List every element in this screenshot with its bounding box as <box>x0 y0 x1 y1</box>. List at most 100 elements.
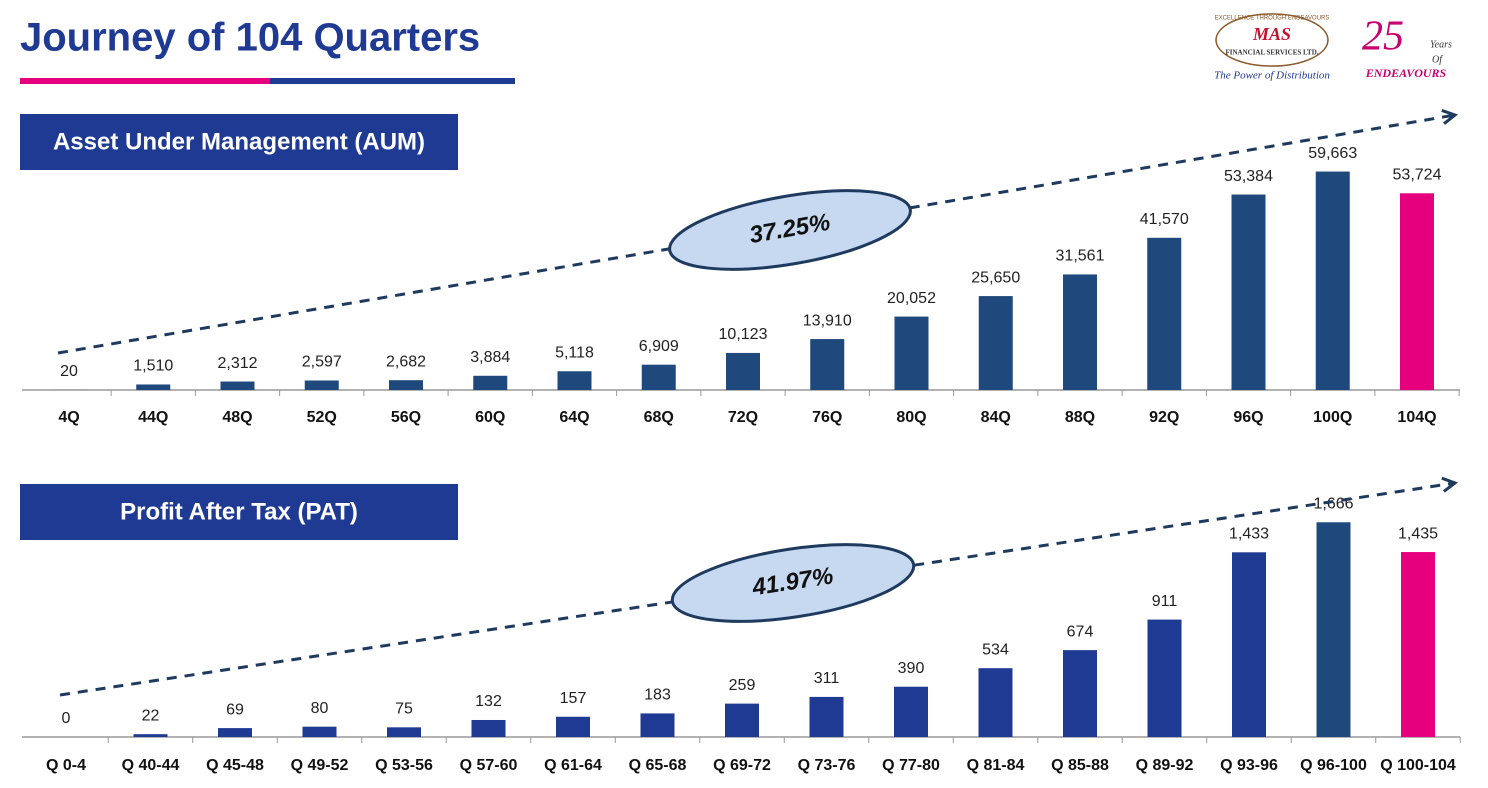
category-label: 104Q <box>1397 409 1436 426</box>
category-label: Q 40-44 <box>122 757 180 774</box>
category-label: Q 73-76 <box>798 757 856 774</box>
bar <box>133 734 168 737</box>
category-label: Q 49-52 <box>291 757 349 774</box>
bar <box>1063 650 1097 737</box>
bar <box>556 716 590 737</box>
value-label: 674 <box>1067 623 1094 640</box>
bar <box>1401 552 1435 737</box>
bar <box>978 668 1013 737</box>
category-label: Q 96-100 <box>1300 757 1367 774</box>
value-label: 1,433 <box>1229 526 1269 543</box>
value-label: 534 <box>982 641 1009 658</box>
bar <box>894 316 929 390</box>
bar <box>387 727 421 737</box>
category-label: Q 0-4 <box>46 757 86 774</box>
category-label: 44Q <box>138 409 168 426</box>
logo-years: Years <box>1430 39 1452 50</box>
value-label: 1,510 <box>133 358 173 375</box>
title-underline <box>20 78 270 84</box>
bar <box>1315 171 1350 390</box>
value-label: 25,650 <box>971 269 1020 286</box>
category-label: Q 77-80 <box>882 757 940 774</box>
value-label: 10,123 <box>719 326 768 343</box>
category-label: 92Q <box>1149 409 1179 426</box>
bar <box>218 728 252 737</box>
trend-arrow-head <box>1441 109 1459 125</box>
logo-word: ENDEAVOURS <box>1365 66 1447 80</box>
value-label: 53,384 <box>1224 168 1273 185</box>
category-label: Q 65-68 <box>629 757 687 774</box>
bar <box>894 686 928 737</box>
category-label: 60Q <box>475 409 505 426</box>
value-label: 911 <box>1152 593 1178 610</box>
bar <box>1232 552 1266 737</box>
logo-company: FINANCIAL SERVICES LTD. <box>1225 49 1318 57</box>
category-label: 64Q <box>559 409 589 426</box>
category-label: 68Q <box>644 409 674 426</box>
bar <box>810 339 845 390</box>
bar <box>304 380 339 390</box>
category-label: 88Q <box>1065 409 1095 426</box>
value-label: 31,561 <box>1056 248 1105 265</box>
bar <box>1400 193 1434 390</box>
category-label: 100Q <box>1313 409 1352 426</box>
category-label: Q 93-96 <box>1220 757 1278 774</box>
bar <box>389 380 423 390</box>
bar <box>471 719 506 737</box>
value-label: 3,884 <box>470 349 510 366</box>
category-label: 80Q <box>896 409 926 426</box>
category-label: Q 57-60 <box>460 757 518 774</box>
category-label: Q 89-92 <box>1136 757 1194 774</box>
value-label: 20 <box>60 363 78 380</box>
category-label: Q 85-88 <box>1051 757 1109 774</box>
category-label: 72Q <box>728 409 758 426</box>
category-label: Q 53-56 <box>375 757 433 774</box>
category-label: 56Q <box>391 409 421 426</box>
logo-tagline: The Power of Distribution <box>1214 70 1330 82</box>
bar <box>809 696 844 737</box>
value-label: 2,597 <box>302 354 342 371</box>
bar <box>220 381 255 390</box>
category-label: 48Q <box>222 409 252 426</box>
value-label: 41,570 <box>1140 211 1189 228</box>
bar <box>1231 194 1266 390</box>
value-label: 390 <box>898 660 925 677</box>
anniversary-logo: 25 Years Of ENDEAVOURS <box>1362 14 1452 80</box>
slide-title: Journey of 104 Quarters <box>20 16 480 60</box>
trend-arrow-head <box>1441 476 1459 493</box>
bar <box>1147 237 1182 390</box>
value-label: 13,910 <box>803 312 852 329</box>
value-label: 1,435 <box>1398 525 1438 542</box>
chart-title: Profit After Tax (PAT) <box>120 498 358 525</box>
category-label: 76Q <box>812 409 842 426</box>
section-header-box <box>20 484 458 540</box>
category-label: Q 61-64 <box>544 757 602 774</box>
value-label: 2,312 <box>217 355 257 372</box>
value-label: 80 <box>311 700 329 717</box>
category-label: Q 100-104 <box>1380 757 1456 774</box>
logo-ring-text: EXCELLENCE THROUGH ENDEAVOURS <box>1215 16 1330 22</box>
bar <box>726 352 760 390</box>
category-label: 96Q <box>1233 409 1263 426</box>
value-label: 183 <box>644 687 671 704</box>
category-label: Q 69-72 <box>713 757 771 774</box>
bar <box>557 371 592 390</box>
value-label: 75 <box>395 701 413 718</box>
section-header-box <box>20 114 458 170</box>
value-label: 53,724 <box>1393 167 1442 184</box>
title-underline <box>270 78 515 84</box>
logo-name: MAS <box>1252 24 1291 44</box>
bar <box>1316 522 1351 737</box>
value-label: 6,909 <box>639 338 679 355</box>
bar <box>978 296 1013 390</box>
value-label: 259 <box>729 677 756 694</box>
logo-number: 25 <box>1362 14 1404 60</box>
value-label: 311 <box>814 670 840 687</box>
bar <box>302 726 337 737</box>
category-label: 84Q <box>981 409 1011 426</box>
bar <box>1147 619 1182 737</box>
bar <box>473 375 508 390</box>
chart-title: Asset Under Management (AUM) <box>53 128 425 155</box>
category-label: 52Q <box>307 409 337 426</box>
